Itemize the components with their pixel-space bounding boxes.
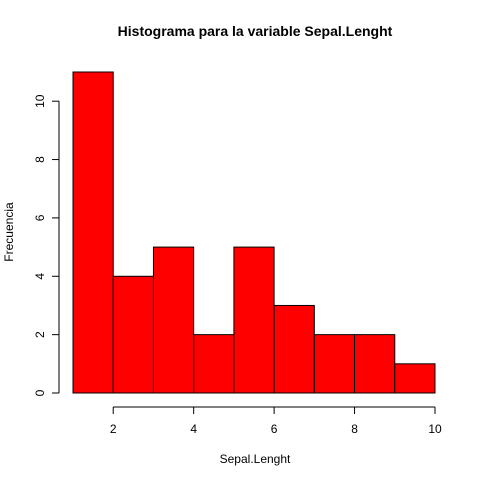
y-axis: 0 2 4 6 8 10 xyxy=(33,94,60,396)
y-axis-label: Frecuencia xyxy=(2,202,16,262)
histogram-bar-3 xyxy=(152,246,195,394)
histogram-bar-4 xyxy=(193,334,235,394)
histogram-bar-6 xyxy=(273,304,315,394)
histogram-bar-7 xyxy=(313,334,356,394)
x-tick-label: 8 xyxy=(351,422,358,436)
histogram-bar-8 xyxy=(354,334,396,394)
bars-group xyxy=(72,71,436,394)
histogram-bar-5 xyxy=(233,246,275,394)
y-tick-label: 0 xyxy=(33,389,47,396)
y-tick-label: 10 xyxy=(33,94,47,108)
x-tick-label: 2 xyxy=(110,422,117,436)
y-tick-label: 4 xyxy=(33,273,47,280)
x-axis-label: Sepal.Lenght xyxy=(220,452,291,466)
chart-title: Histograma para la variable Sepal.Lenght xyxy=(118,23,393,39)
histogram-bar-1 xyxy=(72,71,114,394)
y-tick-label: 2 xyxy=(33,331,47,338)
y-tick-label: 6 xyxy=(33,214,47,221)
x-tick-label: 6 xyxy=(271,422,278,436)
x-tick-label: 10 xyxy=(428,422,442,436)
histogram-bar-2 xyxy=(112,275,154,394)
x-axis: 2 4 6 8 10 xyxy=(110,406,442,436)
y-tick-label: 8 xyxy=(33,156,47,163)
x-tick-label: 4 xyxy=(190,422,197,436)
histogram-bar-9 xyxy=(394,363,436,394)
